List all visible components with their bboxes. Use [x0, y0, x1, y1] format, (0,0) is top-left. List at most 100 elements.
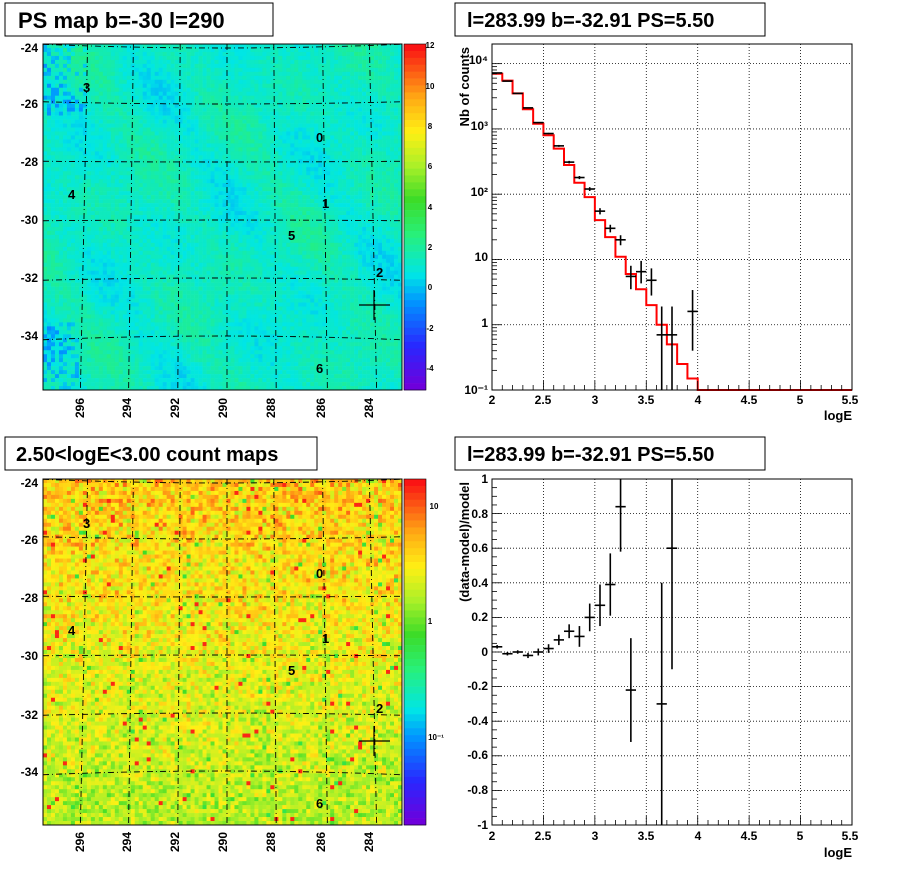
map-cell — [82, 262, 88, 268]
map-cell — [294, 75, 299, 81]
map-cell — [82, 71, 88, 77]
map-cell — [74, 143, 80, 148]
map-cell — [90, 79, 96, 85]
map-cell — [90, 103, 96, 108]
map-cell — [382, 139, 387, 144]
map-cell — [234, 71, 239, 77]
map-cell — [138, 99, 144, 104]
map-cell — [254, 191, 259, 196]
map-cell — [310, 226, 315, 232]
map-cell — [138, 207, 144, 212]
map-cell — [106, 151, 112, 156]
map-cell — [378, 226, 383, 232]
map-cell — [310, 139, 315, 144]
map-cell — [370, 123, 375, 128]
map-cell — [86, 103, 92, 108]
map-cell — [102, 95, 108, 100]
map-cell — [350, 123, 355, 128]
map-cell — [298, 250, 303, 256]
map-cell — [306, 155, 311, 160]
map-cell — [86, 75, 92, 81]
map-cell — [138, 123, 144, 128]
map-cell — [258, 199, 263, 204]
map-cell — [258, 83, 263, 89]
map-cell — [358, 234, 363, 240]
map-cell — [86, 246, 92, 252]
map-cell — [50, 91, 56, 96]
map-cell — [158, 123, 163, 128]
map-cell — [174, 191, 179, 196]
map-cell — [302, 187, 307, 192]
map-cell — [162, 123, 167, 128]
map-cell — [282, 191, 287, 196]
map-cell — [118, 83, 124, 89]
map-cell — [202, 191, 207, 196]
map-cell — [43, 183, 48, 188]
map-cell — [158, 115, 163, 120]
map-cell — [214, 238, 219, 244]
map-cell — [58, 51, 64, 57]
map-cell — [310, 127, 315, 132]
map-cell — [254, 127, 259, 132]
map-cell — [310, 131, 315, 136]
map-cell — [210, 67, 215, 73]
map-cell — [302, 226, 307, 232]
map-cell — [294, 103, 299, 108]
map-cell — [374, 159, 379, 164]
map-cell — [86, 44, 92, 49]
map-cell — [82, 103, 88, 108]
map-cell — [170, 67, 175, 73]
map-cell — [174, 215, 179, 220]
map-cell — [306, 258, 311, 264]
map-cell — [194, 155, 199, 160]
map-cell — [118, 51, 124, 57]
map-cell — [258, 119, 263, 124]
map-cell — [310, 163, 315, 168]
map-cell — [390, 254, 395, 260]
map-cell — [226, 103, 231, 108]
map-cell — [234, 111, 239, 116]
map-cell — [398, 75, 403, 81]
map-cell — [190, 111, 195, 116]
map-cell — [250, 179, 255, 184]
map-cell — [238, 215, 243, 220]
map-cell — [230, 147, 235, 152]
map-cell — [302, 191, 307, 196]
map-cell — [174, 254, 179, 260]
map-cell — [286, 222, 291, 228]
map-cell — [194, 175, 199, 180]
map-cell — [54, 238, 60, 244]
map-cell — [130, 183, 136, 188]
map-cell — [178, 139, 183, 144]
map-cell — [310, 107, 315, 112]
map-cell — [146, 222, 151, 228]
map-cell — [286, 203, 291, 208]
map-cell — [70, 238, 76, 244]
map-cell — [250, 99, 255, 104]
map-cell — [302, 230, 307, 236]
map-cell — [334, 91, 339, 96]
map-cell — [270, 238, 275, 244]
map-cell — [138, 107, 144, 112]
map-cell — [154, 211, 159, 216]
map-cell — [370, 115, 375, 120]
map-cell — [306, 91, 311, 96]
map-cell — [282, 250, 287, 256]
map-cell — [122, 167, 128, 172]
map-cell — [366, 226, 371, 232]
map-cell — [242, 215, 247, 220]
map-cell — [338, 199, 343, 204]
map-cell — [254, 111, 259, 116]
map-cell — [62, 218, 68, 224]
map-cell — [74, 222, 80, 228]
map-cell — [186, 159, 191, 164]
map-cell — [374, 51, 379, 57]
map-cell — [230, 115, 235, 120]
map-cell — [366, 44, 371, 49]
map-cell — [226, 127, 231, 132]
map-cell — [146, 127, 151, 132]
map-cell — [318, 139, 323, 144]
map-cell — [206, 187, 211, 192]
map-cell — [242, 107, 247, 112]
map-cell — [70, 87, 76, 93]
